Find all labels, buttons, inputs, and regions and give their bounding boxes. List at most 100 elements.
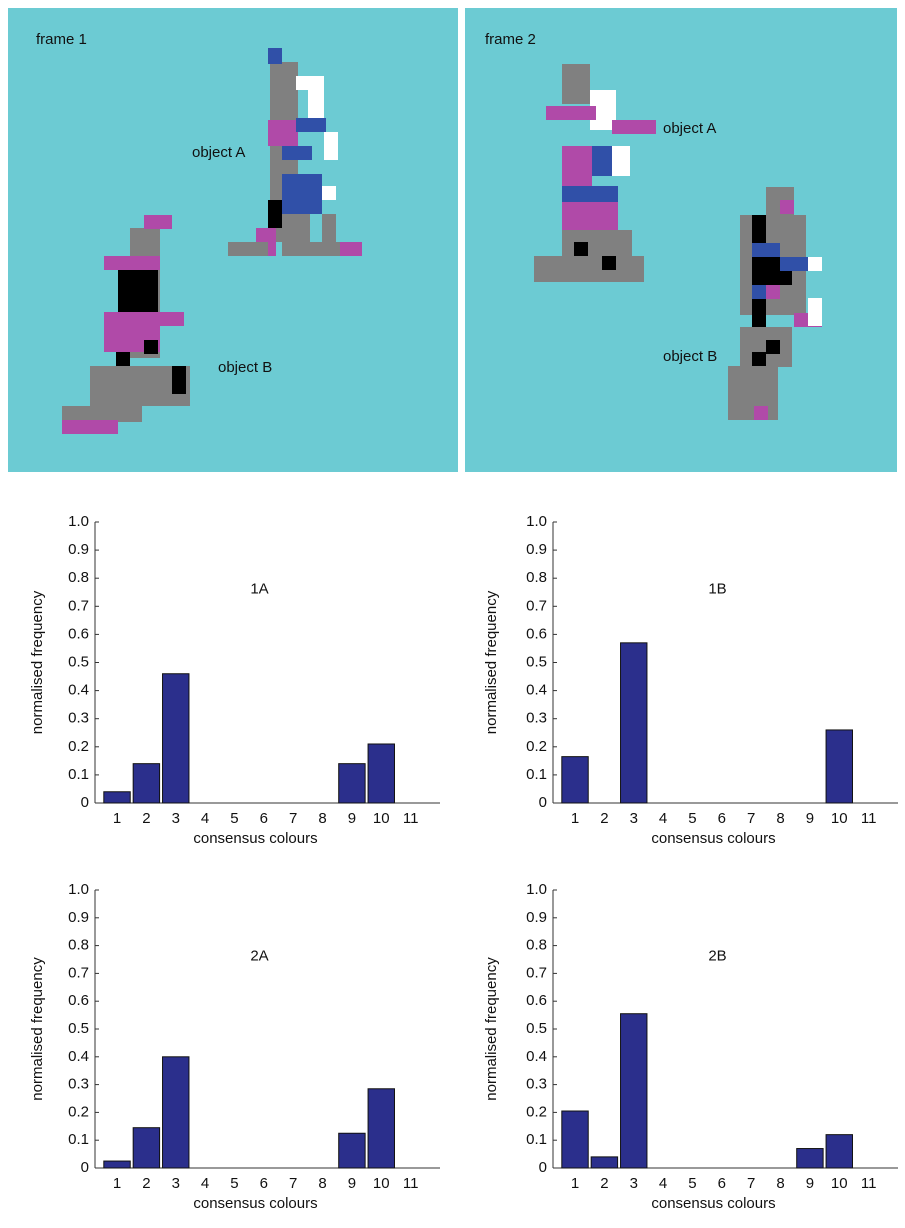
y-tick-label: 1.0 bbox=[68, 881, 89, 898]
y-tick-label: 0.6 bbox=[68, 992, 89, 1009]
y-tick-label: 0.7 bbox=[68, 964, 89, 981]
bar bbox=[104, 1161, 130, 1168]
y-tick-label: 1.0 bbox=[526, 513, 547, 530]
bar bbox=[826, 1135, 852, 1168]
y-tick-label: 0.4 bbox=[68, 682, 89, 699]
x-tick-label: 2 bbox=[600, 1175, 608, 1192]
y-tick-label: 0.9 bbox=[526, 541, 547, 558]
x-tick-label: 11 bbox=[403, 810, 419, 827]
y-tick-label: 0.3 bbox=[526, 1076, 547, 1093]
bar bbox=[104, 792, 130, 803]
x-tick-label: 2 bbox=[600, 810, 608, 827]
y-tick-label: 0.7 bbox=[68, 597, 89, 614]
x-tick-label: 1 bbox=[571, 1175, 579, 1192]
y-tick-label: 0.8 bbox=[526, 569, 547, 586]
y-tick-label: 0.1 bbox=[526, 766, 547, 783]
y-tick-label: 0.6 bbox=[68, 625, 89, 642]
y-tick-label: 0.1 bbox=[68, 1131, 89, 1148]
x-tick-label: 9 bbox=[806, 810, 814, 827]
frame-image bbox=[465, 8, 897, 472]
y-tick-label: 0.3 bbox=[526, 710, 547, 727]
x-tick-label: 7 bbox=[747, 1175, 755, 1192]
chart-title: 1B bbox=[708, 580, 726, 597]
bar bbox=[621, 643, 647, 803]
y-axis-label: normalised frequency bbox=[29, 590, 46, 734]
bar bbox=[133, 1128, 159, 1168]
frame-label: frame 2 bbox=[485, 31, 536, 48]
x-axis-label: consensus colours bbox=[193, 1195, 317, 1212]
y-tick-label: 0.6 bbox=[526, 625, 547, 642]
y-tick-label: 0.4 bbox=[526, 1048, 547, 1065]
bar bbox=[163, 674, 189, 803]
x-tick-label: 6 bbox=[260, 810, 268, 827]
bar bbox=[562, 1111, 588, 1168]
bar bbox=[368, 1089, 394, 1168]
x-tick-label: 7 bbox=[289, 810, 297, 827]
y-axis-label: normalised frequency bbox=[483, 957, 500, 1101]
x-tick-label: 3 bbox=[630, 1175, 638, 1192]
y-tick-label: 0.8 bbox=[526, 937, 547, 954]
bar bbox=[133, 764, 159, 803]
x-tick-label: 10 bbox=[373, 810, 390, 827]
x-tick-label: 3 bbox=[630, 810, 638, 827]
x-tick-label: 1 bbox=[571, 810, 579, 827]
y-tick-label: 0.3 bbox=[68, 1076, 89, 1093]
x-tick-label: 5 bbox=[230, 810, 238, 827]
y-tick-label: 0 bbox=[539, 794, 547, 811]
x-tick-label: 7 bbox=[289, 1175, 297, 1192]
y-tick-label: 0.5 bbox=[68, 1020, 89, 1037]
x-tick-label: 6 bbox=[718, 1175, 726, 1192]
bar bbox=[826, 730, 852, 803]
x-tick-label: 4 bbox=[201, 1175, 209, 1192]
bar bbox=[163, 1057, 189, 1168]
y-tick-label: 0.1 bbox=[526, 1131, 547, 1148]
x-tick-label: 4 bbox=[659, 810, 667, 827]
x-tick-label: 1 bbox=[113, 1175, 121, 1192]
y-tick-label: 0.2 bbox=[526, 1103, 547, 1120]
object-label: object A bbox=[663, 120, 716, 137]
y-tick-label: 0.7 bbox=[526, 964, 547, 981]
x-tick-label: 8 bbox=[776, 1175, 784, 1192]
x-tick-label: 8 bbox=[776, 810, 784, 827]
x-tick-label: 6 bbox=[260, 1175, 268, 1192]
x-tick-label: 9 bbox=[348, 810, 356, 827]
y-tick-label: 0.2 bbox=[68, 738, 89, 755]
object-label: object B bbox=[218, 359, 272, 376]
bar bbox=[591, 1157, 617, 1168]
x-tick-label: 10 bbox=[373, 1175, 390, 1192]
x-tick-label: 5 bbox=[230, 1175, 238, 1192]
x-tick-label: 2 bbox=[142, 1175, 150, 1192]
bar bbox=[368, 744, 394, 803]
y-tick-label: 0.7 bbox=[526, 597, 547, 614]
y-tick-label: 0 bbox=[539, 1159, 547, 1176]
chart-title: 2B bbox=[708, 948, 726, 965]
y-tick-label: 0.8 bbox=[68, 937, 89, 954]
y-tick-label: 0.8 bbox=[68, 569, 89, 586]
x-axis-label: consensus colours bbox=[651, 830, 775, 847]
y-tick-label: 0.9 bbox=[526, 909, 547, 926]
figure: frame 1 object A object B bbox=[0, 0, 905, 1223]
y-tick-label: 0.1 bbox=[68, 766, 89, 783]
frame-image bbox=[8, 8, 458, 472]
bar bbox=[797, 1149, 823, 1168]
y-tick-label: 0.6 bbox=[526, 992, 547, 1009]
chart-title: 2A bbox=[250, 948, 268, 965]
y-tick-label: 0.5 bbox=[526, 653, 547, 670]
x-tick-label: 11 bbox=[861, 810, 877, 827]
chart-title: 1A bbox=[250, 580, 268, 597]
x-tick-label: 8 bbox=[318, 810, 326, 827]
bar bbox=[621, 1014, 647, 1168]
x-tick-label: 5 bbox=[688, 810, 696, 827]
x-tick-label: 8 bbox=[318, 1175, 326, 1192]
x-tick-label: 3 bbox=[172, 1175, 180, 1192]
x-tick-label: 11 bbox=[861, 1175, 877, 1192]
x-axis-label: consensus colours bbox=[651, 1195, 775, 1212]
x-tick-label: 4 bbox=[201, 810, 209, 827]
x-tick-label: 7 bbox=[747, 810, 755, 827]
y-tick-label: 1.0 bbox=[68, 513, 89, 530]
y-tick-label: 0.4 bbox=[68, 1048, 89, 1065]
x-tick-label: 9 bbox=[806, 1175, 814, 1192]
object-label: object B bbox=[663, 348, 717, 365]
x-tick-label: 2 bbox=[142, 810, 150, 827]
y-tick-label: 0.4 bbox=[526, 682, 547, 699]
